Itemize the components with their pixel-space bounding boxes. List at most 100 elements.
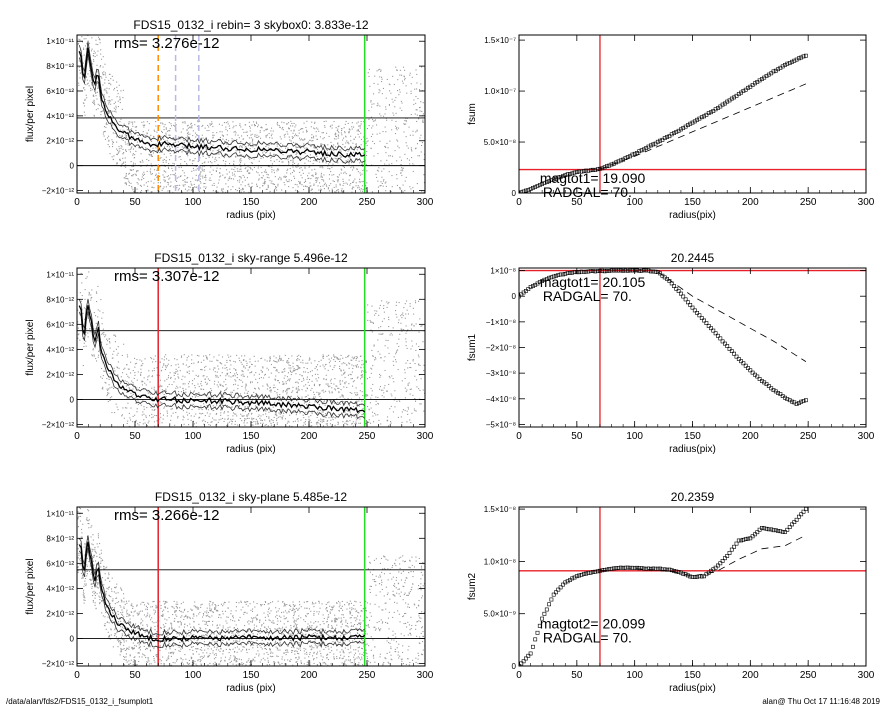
scatter-point [356, 377, 358, 379]
scatter-point [407, 329, 409, 331]
scatter-point [348, 179, 350, 181]
scatter-point [378, 167, 380, 169]
scatter-point [353, 186, 355, 188]
scatter-point [261, 371, 263, 373]
scatter-point [127, 420, 129, 422]
scatter-point [89, 9, 90, 10]
scatter-point [270, 424, 272, 426]
scatter-point [379, 90, 381, 92]
scatter-point [190, 147, 192, 149]
scatter-point [206, 376, 208, 378]
scatter-point [351, 188, 353, 190]
scatter-point [269, 359, 271, 361]
scatter-point [352, 161, 354, 163]
scatter-point [298, 408, 300, 410]
scatter-point [270, 364, 272, 366]
scatter-point [160, 139, 162, 141]
scatter-point [112, 132, 114, 134]
scatter-point [127, 144, 129, 146]
scatter-point [342, 162, 344, 164]
scatter-point [185, 181, 187, 183]
scatter-point [195, 395, 197, 397]
scatter-point [222, 367, 224, 369]
scatter-point [178, 156, 180, 158]
scatter-point [362, 152, 364, 154]
scatter-point [392, 449, 393, 450]
scatter-point [258, 395, 260, 397]
scatter-point [299, 137, 301, 139]
scatter-point [352, 367, 354, 369]
scatter-point [173, 193, 174, 194]
scatter-point [251, 186, 253, 188]
scatter-point [182, 184, 184, 186]
scatter-point [86, 97, 88, 99]
scatter-point [356, 392, 358, 394]
scatter-point [163, 153, 165, 155]
scatter-point [258, 178, 260, 180]
profile-envelope [78, 53, 365, 164]
scatter-point [125, 178, 127, 180]
scatter-point [93, 102, 95, 104]
scatter-point [316, 412, 318, 414]
scatter-point [224, 418, 226, 420]
scatter-point [208, 200, 209, 201]
scatter-point [106, 124, 108, 126]
scatter-point [111, 412, 113, 414]
scatter-point [365, 185, 367, 187]
scatter-point [413, 313, 415, 315]
scatter-point [371, 103, 373, 105]
scatter-point [150, 173, 152, 175]
scatter-point [224, 196, 225, 197]
scatter-point [151, 165, 153, 167]
scatter-point [274, 188, 276, 190]
scatter-point [191, 170, 193, 172]
scatter-point [306, 408, 308, 410]
scatter-point [251, 364, 253, 366]
scatter-point [328, 174, 330, 176]
scatter-point [282, 391, 284, 393]
scatter-point [258, 135, 260, 137]
scatter-point [183, 389, 185, 391]
scatter-point [315, 181, 317, 183]
scatter-point [98, 38, 100, 40]
scatter-point [253, 374, 255, 376]
scatter-point [356, 419, 358, 421]
plot-area [77, 268, 425, 457]
scatter-point [272, 154, 274, 156]
scatter-point [378, 246, 379, 247]
scatter-point [314, 373, 316, 375]
scatter-point [116, 406, 118, 408]
scatter-point [291, 432, 292, 433]
scatter-point [384, 345, 386, 347]
scatter-point [235, 369, 237, 371]
fsum-marker [655, 139, 660, 144]
scatter-point [113, 155, 115, 157]
scatter-point [409, 362, 411, 364]
scatter-point [184, 121, 186, 123]
scatter-point [168, 375, 170, 377]
scatter-point [172, 162, 174, 164]
scatter-point [81, 282, 83, 284]
scatter-point [258, 160, 260, 162]
scatter-point [256, 183, 258, 185]
scatter-point [313, 159, 315, 161]
scatter-point [416, 240, 417, 241]
scatter-point [176, 385, 178, 387]
scatter-point [180, 149, 182, 151]
scatter-point [248, 121, 250, 123]
scatter-point [362, 190, 364, 192]
scatter-point [400, 445, 401, 446]
scatter-point [145, 384, 147, 386]
scatter-point [372, 456, 373, 457]
scatter-point [90, 297, 92, 299]
scatter-point [372, 355, 374, 357]
scatter-point [315, 135, 317, 137]
scatter-point [356, 168, 358, 170]
scatter-point [117, 361, 119, 363]
scatter-point [229, 155, 231, 157]
scatter-point [296, 418, 298, 420]
scatter-point [375, 222, 376, 223]
scatter-point [218, 419, 220, 421]
scatter-point [394, 448, 395, 449]
scatter-point [163, 195, 164, 196]
